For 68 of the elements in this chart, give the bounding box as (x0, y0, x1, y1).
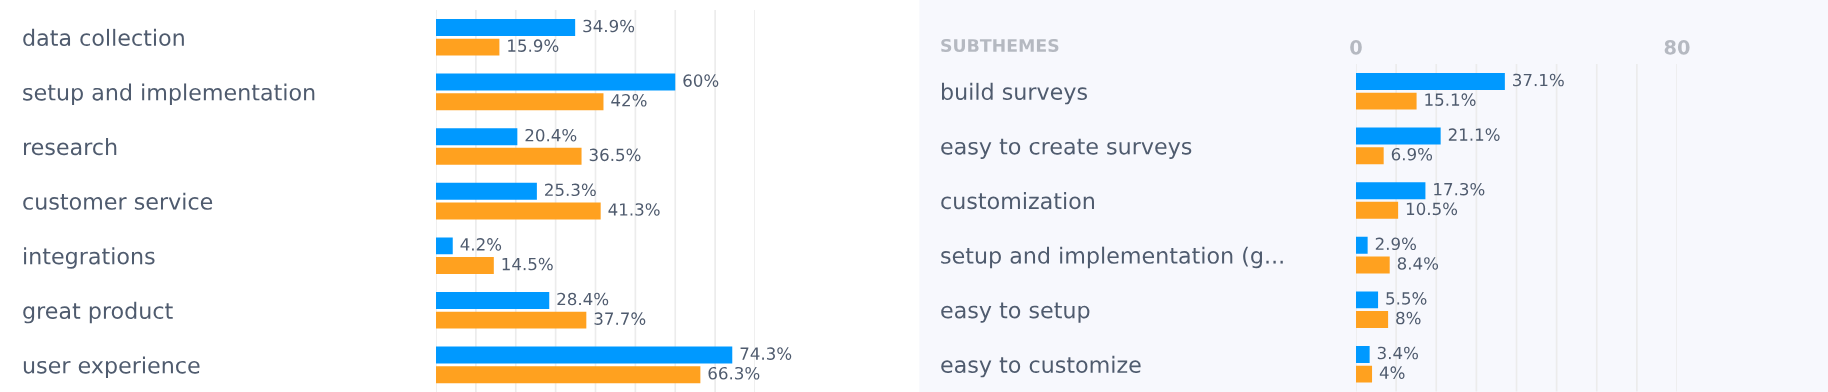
bar (436, 38, 500, 56)
y-tick-label: great product (23, 301, 173, 324)
data-label: 74.3% (740, 347, 792, 360)
bar (1356, 201, 1399, 219)
data-label: 17.3% (1434, 182, 1485, 196)
bar (1356, 147, 1384, 165)
bar (436, 93, 604, 111)
bar (436, 147, 582, 165)
data-label: 10.5% (1406, 202, 1458, 216)
data-label: 36.5% (589, 148, 641, 162)
bar (436, 237, 453, 255)
bar (436, 257, 494, 274)
data-label: 66.3% (708, 366, 760, 380)
data-label: 2.9% (1375, 237, 1416, 251)
data-label: 14.5% (502, 257, 553, 271)
data-label: 28.4% (557, 292, 609, 306)
bar (1356, 127, 1441, 145)
y-tick-label: easy to setup (941, 302, 1090, 323)
data-label: 8% (1396, 311, 1421, 325)
y-tick-label: user experience (23, 356, 200, 378)
data-label: 37.7% (594, 312, 646, 325)
bar (1356, 346, 1370, 363)
data-label: 4% (1379, 366, 1405, 379)
x-tick-label: 0 (1350, 39, 1362, 55)
y-tick-label: setup and implementation (g... (941, 246, 1283, 269)
bar (436, 73, 676, 91)
bar (436, 128, 518, 146)
data-label: 6.9% (1391, 147, 1433, 161)
bar (436, 19, 576, 36)
data-label: 37.1% (1513, 73, 1564, 87)
data-label: 60% (683, 74, 719, 87)
y-tick-label: customer service (23, 192, 213, 210)
y-tick-label: customization (941, 192, 1094, 210)
bar (1356, 291, 1379, 309)
data-label: 25.3% (545, 183, 596, 197)
bar (1356, 365, 1373, 383)
data-label: 15.1% (1425, 93, 1476, 106)
data-label: 5.5% (1386, 292, 1427, 305)
data-label: 20.4% (525, 128, 577, 142)
bar (1356, 92, 1417, 110)
bar (436, 292, 550, 309)
bar (436, 311, 587, 329)
bar (1356, 236, 1368, 254)
bar (1356, 311, 1389, 328)
bar (436, 366, 701, 384)
bar (1356, 256, 1390, 274)
bar (436, 202, 601, 220)
y-tick-label: research (24, 138, 117, 156)
data-label: 8.4% (1397, 257, 1439, 270)
bar (1356, 182, 1426, 200)
data-label: 3.4% (1377, 346, 1419, 360)
y-tick-label: integrations (24, 247, 155, 269)
data-label: 34.9% (583, 19, 635, 33)
bar (436, 182, 537, 200)
y-tick-label: data collection (23, 28, 184, 47)
text: SUBTHEMES (941, 38, 1059, 53)
data-label: 41.3% (608, 203, 660, 216)
y-tick-label: setup and implementation (23, 83, 315, 105)
data-label: 21.1% (1448, 128, 1500, 141)
y-tick-label: easy to create surveys (941, 138, 1192, 159)
data-label: 42% (611, 93, 647, 107)
y-tick-label: easy to customize (941, 355, 1141, 378)
bar (1356, 73, 1505, 90)
data-label: 4.2% (460, 238, 502, 251)
x-tick-label: 80 (1664, 39, 1690, 55)
y-tick-label: build surveys (942, 82, 1087, 105)
bar (436, 346, 733, 364)
data-label: 15.9% (508, 39, 559, 52)
